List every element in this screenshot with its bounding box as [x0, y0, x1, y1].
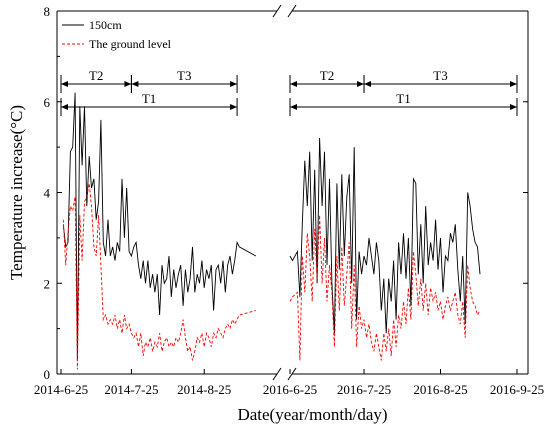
arrow-head	[357, 81, 365, 87]
arrow-head	[290, 104, 297, 110]
y-axis-title: Temperature increase(°C)	[7, 105, 26, 280]
axis-break-mark	[272, 4, 282, 18]
y-tick-label: 8	[44, 4, 51, 19]
arrow-head	[230, 104, 238, 110]
series-150cm-line	[62, 92, 257, 361]
legend-label: The ground level	[89, 37, 172, 51]
axis-break-mark	[287, 4, 297, 18]
period-label-t2: T2	[320, 68, 334, 83]
y-tick-label: 6	[44, 95, 51, 110]
arrow-head	[124, 81, 132, 87]
period-label-t3: T3	[177, 68, 191, 83]
arrow-head	[61, 81, 68, 87]
x-tick-label: 2016-7-25	[337, 382, 391, 397]
series-150cm-line	[289, 137, 481, 334]
x-tick-label: 2014-8-25	[177, 382, 231, 397]
arrow-head	[510, 81, 517, 87]
period-label-t2: T2	[89, 68, 103, 83]
y-tick-label: 2	[44, 276, 51, 291]
y-tick-label: 4	[44, 186, 51, 201]
period-label-t1: T1	[142, 91, 156, 106]
arrow-head	[131, 81, 139, 87]
axis-break-mark	[272, 367, 282, 381]
arrow-head	[61, 104, 68, 110]
x-tick-label: 2016-9-25	[490, 382, 544, 397]
axis-break-mark	[287, 367, 297, 381]
x-tick-label: 2016-8-25	[413, 382, 467, 397]
legend-label: 150cm	[89, 18, 122, 32]
arrow-head	[510, 104, 517, 110]
series-ground-level-line	[289, 215, 481, 361]
arrow-head	[230, 81, 238, 87]
x-tick-label: 2014-7-25	[104, 382, 158, 397]
x-tick-label: 2014-6-25	[34, 382, 88, 397]
period-label-t3: T3	[433, 68, 447, 83]
arrow-head	[364, 81, 372, 87]
y-tick-label: 0	[44, 367, 51, 382]
series-ground-level-line	[62, 183, 257, 370]
x-tick-label: 2016-6-25	[263, 382, 317, 397]
x-axis-title: Date(year/month/day)	[237, 405, 387, 424]
period-label-t1: T1	[396, 91, 410, 106]
arrow-head	[290, 81, 297, 87]
